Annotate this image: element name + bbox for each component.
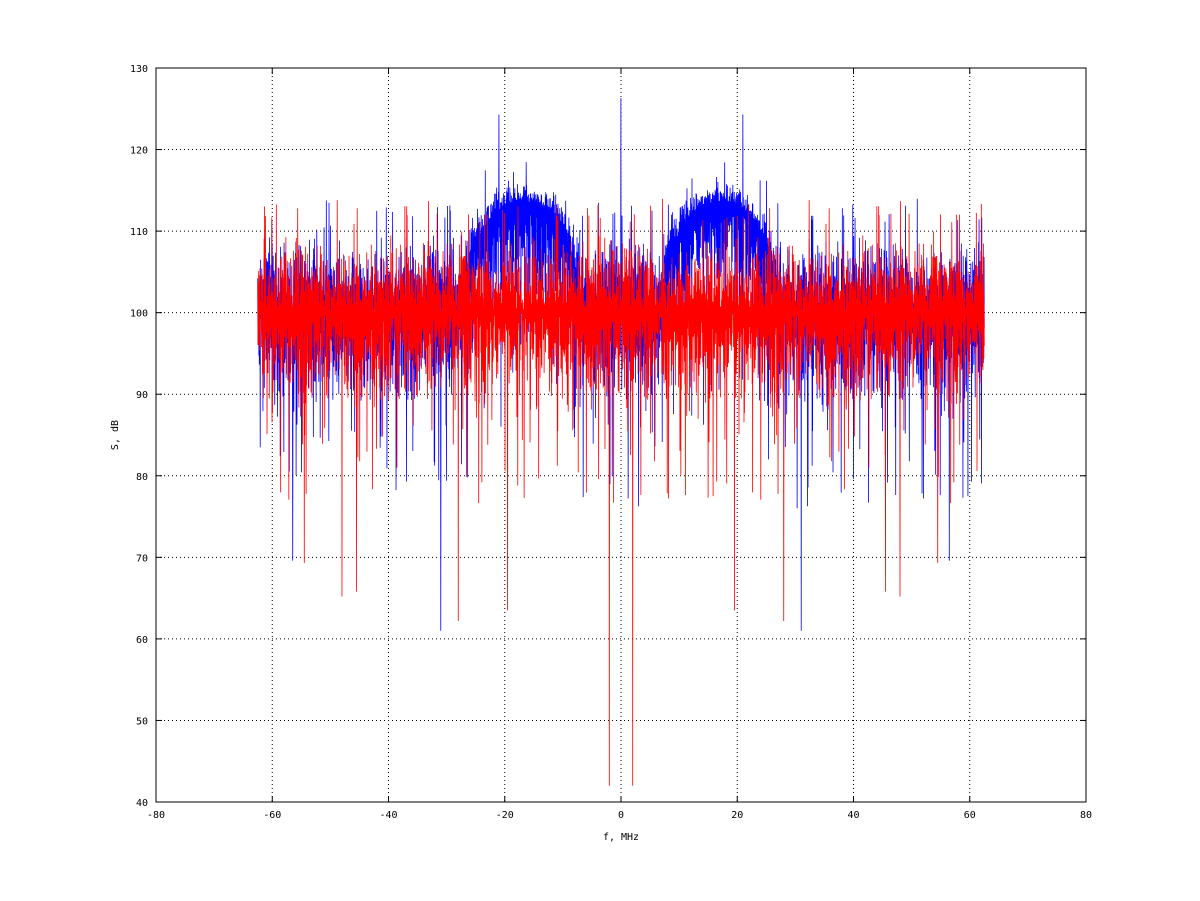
y-tick-label: 40 (136, 798, 148, 809)
x-axis-label: f, MHz (603, 832, 639, 843)
x-tick-label: -40 (379, 810, 397, 821)
series-line-2 (257, 198, 985, 786)
y-tick-label: 50 (136, 716, 148, 727)
y-tick-label: 70 (136, 553, 148, 564)
y-tick-label: 60 (136, 635, 148, 646)
ticks (155, 67, 1087, 803)
tick-labels: -80 -60 -40 -20 0 20 40 60 80 40 50 60 70 80 90 100 110 1… (130, 64, 1092, 821)
x-tick-label: 20 (731, 810, 743, 821)
y-tick-label: 110 (130, 227, 148, 238)
x-tick-label: 60 (964, 810, 976, 821)
y-tick-label: 100 (130, 309, 148, 320)
y-tick-label: 90 (136, 390, 148, 401)
x-tick-label: -20 (496, 810, 514, 821)
x-tick-label: -80 (147, 810, 165, 821)
x-tick-label: -60 (263, 810, 281, 821)
x-tick-label: 0 (618, 810, 624, 821)
y-tick-label: 80 (136, 472, 148, 483)
series-layer (257, 98, 985, 786)
y-tick-label: 130 (130, 64, 148, 75)
x-tick-label: 40 (847, 810, 859, 821)
y-axis-label: S, dB (110, 420, 121, 450)
y-tick-label: 120 (130, 146, 148, 157)
x-tick-label: 80 (1080, 810, 1092, 821)
